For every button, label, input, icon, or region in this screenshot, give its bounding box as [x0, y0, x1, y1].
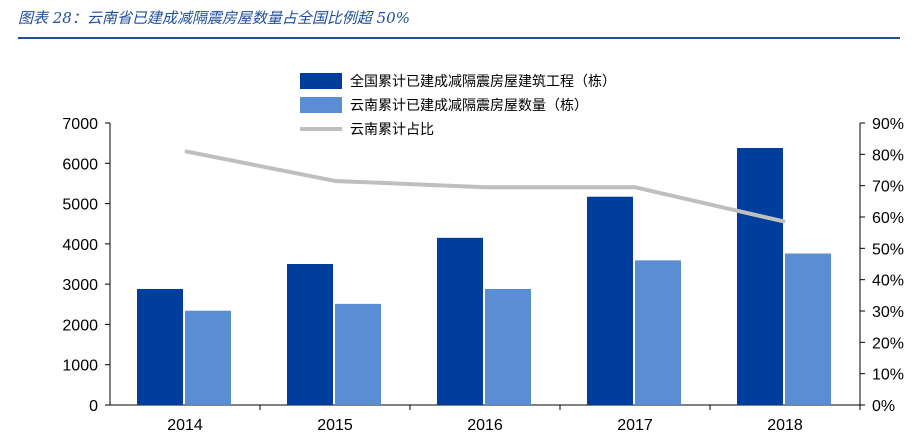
share-line [184, 149, 786, 224]
left-tick-label: 6000 [62, 156, 98, 173]
right-tick-label: 80% [872, 147, 904, 164]
x-tick-label: 2017 [617, 417, 653, 434]
legend-swatch-yunnan [300, 97, 342, 113]
x-tick-label: 2018 [767, 417, 803, 434]
right-tick-label: 20% [872, 335, 904, 352]
share-point [784, 221, 786, 223]
right-tick-label: 70% [872, 179, 904, 196]
right-tick-label: 0% [872, 398, 895, 415]
bar-yunnan [485, 288, 531, 405]
bar-yunnan [335, 303, 381, 405]
bar-national [437, 237, 483, 405]
share-point [484, 186, 486, 188]
right-tick-label: 40% [872, 273, 904, 290]
left-tick-label: 7000 [62, 116, 98, 133]
x-tick-label: 2014 [167, 417, 203, 434]
bar-national [287, 264, 333, 405]
left-tick-label: 5000 [62, 197, 98, 214]
share-point [634, 186, 636, 188]
share-point [334, 180, 336, 182]
right-tick-label: 30% [872, 304, 904, 321]
legend-swatch-national [300, 73, 342, 89]
share-point [184, 150, 186, 152]
legend-label: 全国累计已建成减隔震房屋建筑工程（栋） [350, 73, 616, 90]
title-divider [18, 37, 900, 39]
legend-label: 云南累计占比 [350, 122, 434, 138]
left-tick-label: 2000 [62, 317, 98, 334]
bar-national [137, 288, 183, 405]
right-tick-label: 50% [872, 241, 904, 258]
x-tick-label: 2016 [467, 417, 503, 434]
legend-label: 云南累计已建成减隔震房屋数量（栋） [350, 97, 588, 114]
right-tick-label: 10% [872, 367, 904, 384]
left-tick-label: 4000 [62, 237, 98, 254]
bar-national [587, 196, 633, 405]
bar-yunnan [785, 253, 831, 405]
bar-yunnan [635, 260, 681, 405]
right-tick-label: 60% [872, 210, 904, 227]
bar-yunnan [185, 310, 231, 405]
left-tick-label: 3000 [62, 277, 98, 294]
x-tick-label: 2015 [317, 417, 353, 434]
right-tick-label: 90% [872, 116, 904, 133]
bar-national [737, 147, 783, 405]
left-tick-label: 0 [89, 398, 98, 415]
left-tick-label: 1000 [62, 358, 98, 375]
figure-title: 图表 28：云南省已建成减隔震房屋数量占全国比例超 50% [18, 9, 410, 27]
